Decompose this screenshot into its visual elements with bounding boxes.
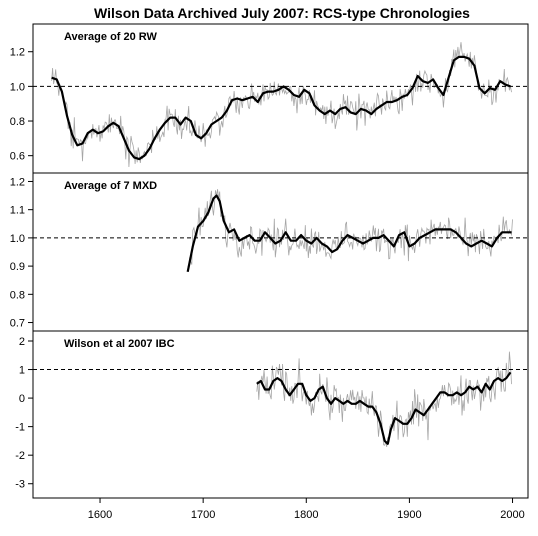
x-tick-label: 1600 (88, 509, 112, 521)
annual-series-line (51, 42, 512, 168)
y-tick-label: 1.1 (10, 205, 25, 217)
y-tick-label: 1.0 (10, 81, 25, 93)
panel-frame (32, 330, 529, 499)
panel-frame (32, 172, 529, 332)
y-tick-label: 2 (19, 336, 25, 348)
x-axis: 1600 1700 1800 1900 2000 (88, 498, 525, 521)
panel-1: Average of 20 RW 0.6 0.8 1.0 1.2 (10, 23, 529, 174)
panel-label: Average of 20 RW (64, 31, 158, 43)
y-tick-label: 1.2 (10, 47, 25, 59)
y-tick-label: 0.6 (10, 151, 25, 163)
smoothed-series-line (256, 371, 512, 445)
y-tick-label: 1.0 (10, 233, 25, 245)
y-tick-label: 0.8 (10, 116, 25, 128)
annual-series-line (187, 189, 513, 267)
y-tick-label: 1 (19, 365, 25, 377)
smoothed-series-line (51, 55, 511, 161)
panel-2: Average of 7 MXD 0.7 0.8 0.9 1.0 1.1 1.2 (10, 172, 529, 332)
panel-frame (32, 23, 529, 174)
y-tick-label: 0 (19, 393, 25, 405)
y-tick-label: 0.9 (10, 261, 25, 273)
y-tick-label: 0.8 (10, 289, 25, 301)
x-tick-label: 1800 (294, 509, 318, 521)
chart-title: Wilson Data Archived July 2007: RCS-type… (94, 5, 470, 21)
panel-label: Wilson et al 2007 IBC (64, 338, 175, 350)
smoothed-series-line (186, 194, 512, 273)
panel-3: Wilson et al 2007 IBC -3 -2 -1 0 1 2 (15, 330, 529, 499)
annual-series-line (256, 351, 512, 447)
y-tick-label: -1 (15, 422, 25, 434)
y-tick-label: 1.2 (10, 176, 25, 188)
x-tick-label: 1700 (191, 509, 215, 521)
y-tick-label: 0.7 (10, 318, 25, 330)
x-tick-label: 1900 (397, 509, 421, 521)
x-tick-label: 2000 (500, 509, 524, 521)
panel-label: Average of 7 MXD (64, 180, 157, 192)
y-tick-label: -3 (15, 479, 25, 491)
y-tick-label: -2 (15, 450, 25, 462)
